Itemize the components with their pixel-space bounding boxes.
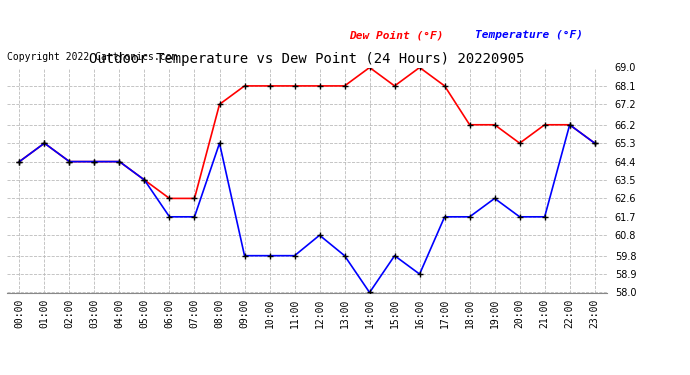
Text: Temperature (°F): Temperature (°F) [475, 30, 583, 40]
Text: Copyright 2022 Cartronics.com: Copyright 2022 Cartronics.com [7, 52, 177, 62]
Title: Outdoor Temperature vs Dew Point (24 Hours) 20220905: Outdoor Temperature vs Dew Point (24 Hou… [89, 53, 525, 66]
Text: Dew Point (°F): Dew Point (°F) [349, 30, 444, 40]
